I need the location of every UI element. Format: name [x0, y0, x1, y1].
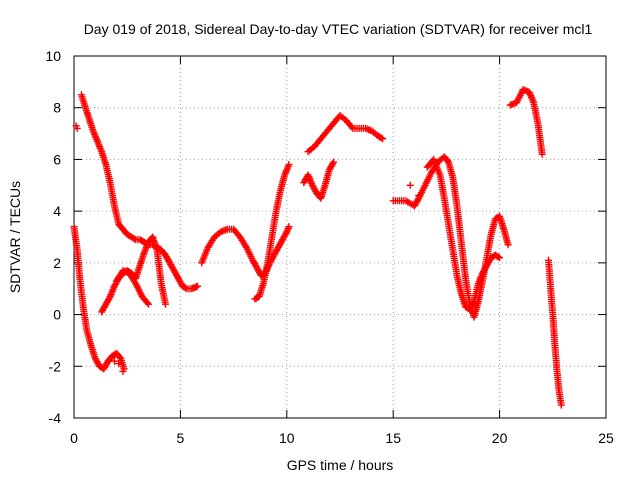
- data-point: [282, 229, 290, 237]
- data-point: [406, 181, 414, 189]
- y-tick-label: 4: [53, 203, 61, 219]
- y-tick-label: -2: [49, 358, 62, 374]
- chart-title: Day 019 of 2018, Sidereal Day-to-day VTE…: [84, 21, 593, 37]
- data-point: [130, 235, 138, 243]
- data-point: [494, 253, 502, 261]
- data-point: [329, 160, 337, 168]
- data-point: [285, 161, 293, 169]
- data-point: [496, 254, 504, 262]
- data-point: [415, 192, 423, 200]
- y-tick-label: 2: [53, 255, 61, 271]
- data-point: [377, 134, 385, 142]
- data-point: [330, 158, 338, 166]
- data-point: [73, 124, 81, 132]
- data-point: [504, 241, 512, 249]
- y-tick-label: 10: [45, 48, 61, 64]
- data-points: [70, 86, 565, 409]
- data-point: [115, 360, 123, 368]
- tick-labels: 0 5 10 15 20 25 -4 -2 0 2 4 6 8 10: [45, 48, 614, 446]
- y-axis-label: SDTVAR / TECUs: [7, 181, 23, 293]
- y-tick-label: 8: [53, 100, 61, 116]
- x-axis-label: GPS time / hours: [287, 457, 394, 473]
- y-tick-label: 6: [53, 151, 61, 167]
- data-point: [557, 401, 565, 409]
- data-point: [443, 157, 451, 165]
- data-point: [143, 299, 151, 307]
- data-point: [379, 135, 387, 143]
- data-point: [469, 299, 477, 307]
- x-tick-label: 0: [70, 430, 78, 446]
- data-point: [110, 357, 118, 365]
- data-point: [119, 367, 127, 375]
- x-tick-label: 20: [492, 430, 508, 446]
- data-point: [181, 284, 189, 292]
- x-tick-label: 25: [598, 430, 614, 446]
- data-point: [105, 294, 113, 302]
- data-point: [144, 300, 152, 308]
- y-tick-label: -4: [49, 410, 62, 426]
- data-point: [162, 300, 170, 308]
- x-tick-label: 10: [279, 430, 295, 446]
- data-point: [193, 282, 201, 290]
- data-point: [285, 223, 293, 231]
- x-tick-label: 5: [177, 430, 185, 446]
- y-tick-label: 0: [53, 307, 61, 323]
- x-tick-label: 15: [385, 430, 401, 446]
- data-point: [538, 150, 546, 158]
- data-point: [347, 123, 355, 131]
